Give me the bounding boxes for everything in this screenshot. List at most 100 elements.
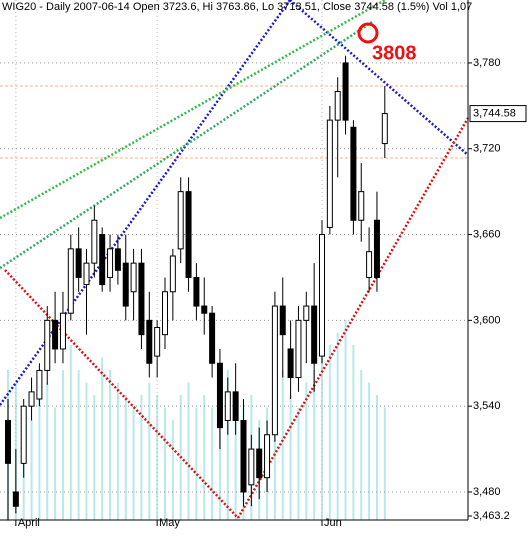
y-tick-label: 3,780	[473, 57, 501, 69]
volume-bar	[234, 395, 237, 520]
chart-title: WIG20 - Daily 2007-06-14 Open 3723.6, Hi…	[2, 1, 472, 13]
volume-bar	[148, 382, 151, 520]
trendline	[0, 0, 292, 406]
volume-bar	[375, 395, 378, 520]
volume-bar	[30, 420, 33, 520]
candle-body	[295, 319, 302, 379]
last-price-label: 3,744.58	[473, 107, 516, 119]
volume-bar	[281, 370, 284, 520]
candle-body	[193, 276, 200, 307]
volume-bar	[93, 395, 96, 520]
volume-bar	[273, 382, 276, 520]
volume-bar	[187, 382, 190, 520]
volume-bar	[211, 407, 214, 520]
candle-body	[44, 319, 51, 371]
volume-bar	[305, 382, 308, 520]
trendline	[236, 117, 470, 519]
y-tick-label: 3,600	[473, 314, 501, 326]
y-tick-label: 3,540	[473, 400, 501, 412]
candle-body	[256, 448, 263, 479]
y-tick-label: 3,720	[473, 143, 501, 155]
candle-body	[271, 305, 278, 436]
candle-body	[240, 419, 247, 493]
candle-body	[264, 434, 271, 479]
candle-body	[209, 312, 216, 364]
volume-bar	[321, 357, 323, 520]
candle-body	[381, 113, 388, 145]
candle-body	[319, 234, 325, 357]
volume-bar	[132, 407, 135, 520]
candle-body	[326, 119, 333, 228]
candle-body	[373, 219, 380, 278]
candle-body	[201, 305, 208, 314]
volume-bar	[109, 370, 112, 520]
candle-body	[216, 362, 223, 429]
candle-body	[358, 191, 365, 221]
volume-bar	[54, 407, 57, 520]
candle-body	[91, 219, 98, 264]
candle-body	[154, 327, 161, 357]
volume-bar	[156, 395, 159, 520]
volume-bar	[124, 395, 127, 520]
volume-bar	[218, 382, 221, 520]
candle-body	[311, 305, 318, 364]
volume-bar	[85, 382, 88, 520]
last-price-box	[469, 105, 527, 123]
candle-body	[366, 251, 373, 278]
annotation: 3808	[372, 42, 417, 64]
candle-body	[169, 255, 176, 293]
candle-body	[342, 62, 349, 121]
volume-bar	[77, 370, 80, 520]
candle-body	[185, 191, 192, 278]
y-tick-label: 3,660	[473, 228, 501, 240]
volume-bar	[368, 382, 371, 520]
candle-body	[122, 262, 129, 307]
volume-bar	[289, 395, 292, 520]
volume-bar	[61, 370, 64, 520]
y-tick-label: 3,480	[473, 486, 501, 498]
candle-body	[5, 419, 11, 464]
trendline	[0, 0, 386, 220]
candle-body	[99, 234, 106, 286]
volume-bar	[328, 345, 331, 520]
candle-body	[75, 248, 82, 278]
candle-body	[303, 305, 310, 321]
volume-bar	[352, 345, 355, 520]
candle-body	[232, 391, 239, 421]
volume-bar	[101, 357, 104, 520]
candle-body	[224, 391, 231, 421]
candle-body	[287, 348, 294, 379]
candles	[5, 55, 388, 521]
volume-bar	[171, 420, 174, 520]
candle-body	[130, 262, 137, 293]
volume-bar	[336, 332, 339, 520]
candle-body	[83, 262, 90, 286]
volume-bar	[69, 345, 72, 520]
volume-bar	[313, 370, 316, 520]
volume-bar	[46, 382, 49, 520]
candle-body	[162, 291, 168, 336]
volume-bar	[38, 395, 41, 520]
candle-body	[67, 248, 74, 314]
volume-bar	[344, 320, 347, 520]
x-tick-label: April	[18, 517, 40, 529]
candle-body	[138, 262, 145, 336]
candle-body	[12, 491, 19, 507]
candle-body	[177, 191, 184, 250]
candle-body	[20, 405, 27, 464]
trendline	[4, 269, 239, 519]
trendlines	[0, 0, 470, 519]
candle-body	[279, 305, 286, 336]
y-tick-label: 3,463.2	[473, 510, 510, 522]
trendline	[289, 0, 469, 156]
candle-body	[114, 248, 121, 271]
candle-body	[59, 312, 66, 350]
volume-bar	[226, 370, 229, 520]
volume-bar	[140, 395, 143, 520]
volume-bar	[116, 382, 119, 520]
candle-body	[350, 126, 357, 221]
highlight-circle	[357, 22, 379, 44]
candle-body	[146, 319, 153, 364]
